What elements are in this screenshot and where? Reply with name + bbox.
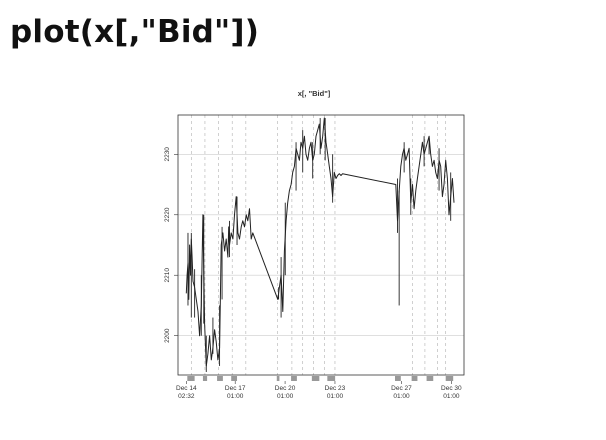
session-bar [394, 376, 401, 381]
session-bar [276, 376, 280, 381]
x-tick-label-time: 01:00 [327, 393, 344, 400]
chart-title: x[, "Bid"] [298, 89, 331, 98]
x-tick-label-date: Dec 30 [441, 385, 462, 392]
series-layer [185, 117, 455, 372]
x-tick-label-time: 01:00 [443, 393, 460, 400]
y-tick-label: 2220 [164, 207, 171, 222]
x-tick-label-date: Dec 17 [225, 385, 246, 392]
x-tick-label-date: Dec 23 [325, 385, 346, 392]
x-tick-label-time: 01:00 [393, 393, 410, 400]
session-bar [445, 376, 454, 381]
session-bar [291, 376, 297, 381]
session-bars [187, 376, 454, 381]
x-tick-label-date: Dec 14 [176, 385, 197, 392]
x-tick-label-date: Dec 27 [391, 385, 412, 392]
session-bar [202, 376, 208, 381]
x-tick-label-time: 02:32 [178, 393, 195, 400]
session-bar [327, 376, 336, 381]
bid-series-line [185, 117, 455, 367]
session-bar [311, 376, 320, 381]
y-gridlines [178, 154, 464, 336]
session-bar [411, 376, 418, 381]
session-bar [217, 376, 223, 381]
y-tick-label: 2210 [164, 268, 171, 283]
plot-frame [177, 114, 465, 376]
y-axis: 2200 2210 2220 2230 [164, 147, 178, 343]
x-tick-label-time: 01:00 [227, 393, 244, 400]
y-tick-label: 2200 [164, 328, 171, 343]
session-bar [187, 376, 195, 381]
session-bar [426, 376, 434, 381]
session-bar [231, 376, 238, 381]
x-tick-label-time: 01:00 [277, 393, 294, 400]
x-tick-label-date: Dec 20 [275, 385, 296, 392]
page-heading: plot(x[,"Bid"]) [10, 14, 260, 50]
y-tick-label: 2230 [164, 147, 171, 162]
